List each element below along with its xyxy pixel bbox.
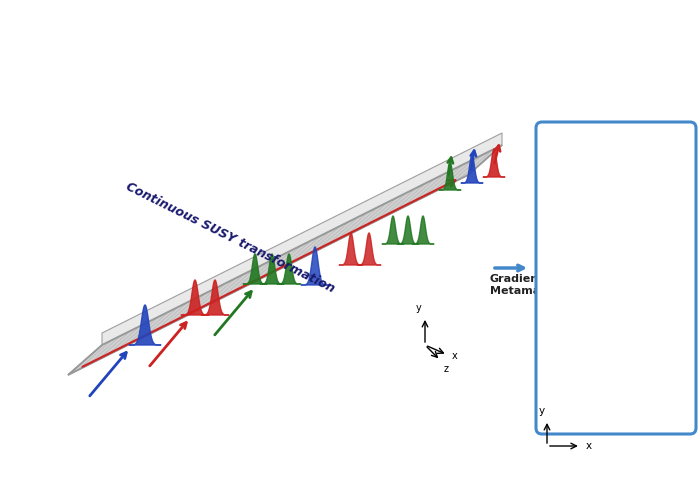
Polygon shape [439,162,461,190]
Polygon shape [483,149,505,177]
Text: z: z [444,364,449,374]
Polygon shape [260,254,284,284]
Text: x: x [452,351,458,361]
Polygon shape [382,216,404,244]
Polygon shape [102,133,502,345]
Polygon shape [201,280,229,315]
Text: y: y [416,303,422,313]
Polygon shape [129,305,161,345]
Polygon shape [339,233,363,265]
Polygon shape [461,155,483,183]
Polygon shape [277,254,301,284]
Polygon shape [357,233,381,265]
Text: x: x [586,441,592,451]
FancyBboxPatch shape [536,122,696,434]
Polygon shape [397,216,419,244]
Polygon shape [181,280,209,315]
Polygon shape [68,145,502,375]
Polygon shape [301,247,329,285]
Text: y: y [539,406,545,416]
Text: Gradient-index
Metamaterial: Gradient-index Metamaterial [490,274,583,296]
Polygon shape [412,216,434,244]
Polygon shape [243,254,267,284]
Text: Continuous SUSY transformation: Continuous SUSY transformation [123,180,337,295]
